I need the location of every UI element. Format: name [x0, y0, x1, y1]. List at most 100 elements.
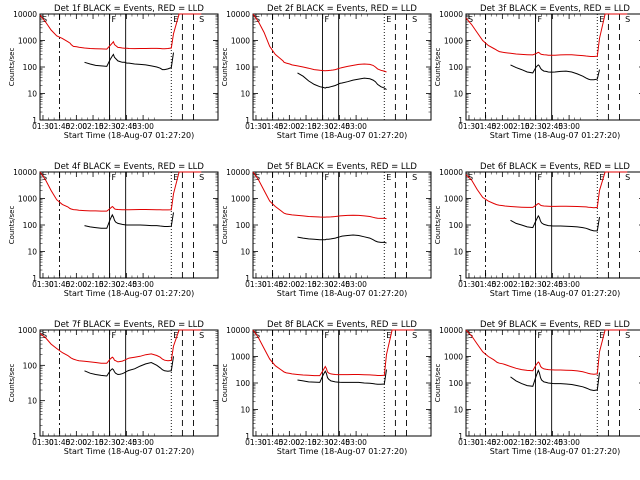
y-tick-label: 10000: [439, 10, 463, 19]
y-tick-label: 1000: [444, 353, 463, 362]
y-tick-label: 1000: [231, 195, 250, 204]
y-tick-label: 10000: [439, 326, 463, 335]
y-tick-label: 1: [458, 116, 463, 125]
y-tick-label: 10: [240, 90, 250, 99]
marker-label: F: [538, 15, 543, 24]
x-tick-label: 02:45: [116, 280, 138, 289]
y-tick-label: 10000: [13, 10, 37, 19]
x-tick-label: 02:15: [295, 438, 317, 447]
panel-1: Det 1f BLACK = Events, RED = LLD 1 10 100 10…: [8, 4, 219, 140]
plot-frame: [465, 171, 640, 279]
x-tick-label: 02:45: [542, 280, 564, 289]
series-events: [510, 64, 600, 81]
x-tick-label: 02:30: [525, 122, 547, 131]
marker-label: S: [468, 173, 473, 182]
x-axis-label: Start Time (18-Aug-07 01:27:20): [64, 131, 195, 140]
x-tick-label: 02:00: [492, 122, 514, 131]
y-tick-label: 10000: [439, 168, 463, 177]
x-tick-label: 03:00: [558, 122, 580, 131]
y-axis-label: Counts/sec: [8, 48, 16, 87]
series-lld: [465, 13, 628, 57]
x-tick-label: 01:30: [458, 122, 480, 131]
x-tick-label: 01:45: [262, 280, 284, 289]
y-tick-label: 1: [32, 274, 37, 283]
series-lld: [252, 13, 387, 73]
x-tick-label: 01:30: [32, 280, 54, 289]
x-tick-label: 02:15: [508, 438, 530, 447]
x-tick-label: 02:00: [279, 122, 301, 131]
marker-label: F: [325, 331, 330, 340]
marker-label: S: [468, 15, 473, 24]
x-axis-label: Start Time (18-Aug-07 01:27:20): [64, 447, 195, 456]
x-tick-label: 02:00: [492, 280, 514, 289]
y-tick-label: 10: [453, 248, 463, 257]
x-tick-label: 01:45: [475, 280, 497, 289]
marker-label: F: [325, 173, 330, 182]
y-tick-label: 100: [23, 221, 38, 230]
x-tick-label: 03:00: [558, 438, 580, 447]
x-tick-label: 01:30: [245, 122, 267, 131]
x-axis-label: Start Time (18-Aug-07 01:27:20): [490, 447, 621, 456]
series-events: [84, 52, 174, 71]
x-tick-label: 02:45: [542, 122, 564, 131]
y-tick-label: 100: [236, 221, 251, 230]
y-axis-label: Counts/sec: [221, 206, 229, 245]
x-tick-label: 02:30: [312, 438, 334, 447]
x-axis-label: Start Time (18-Aug-07 01:27:20): [277, 289, 408, 298]
series-lld: [39, 13, 202, 50]
panel-title: Det 7f BLACK = Events, RED = LLD: [54, 320, 204, 330]
y-tick-label: 100: [449, 63, 464, 72]
panel-title: Det 4f BLACK = Events, RED = LLD: [54, 162, 204, 172]
y-axis-label: Counts/sec: [8, 364, 16, 403]
marker-label: S: [412, 331, 417, 340]
y-tick-label: 100: [449, 379, 464, 388]
series-events: [84, 356, 174, 377]
x-tick-label: 03:00: [345, 280, 367, 289]
marker-label: F: [538, 331, 543, 340]
marker-label: S: [199, 331, 204, 340]
x-tick-label: 03:00: [132, 280, 154, 289]
y-tick-label: 1: [245, 116, 250, 125]
marker-label: F: [112, 173, 117, 182]
y-tick-label: 10: [453, 90, 463, 99]
x-tick-label: 03:00: [132, 438, 154, 447]
series-events: [510, 214, 600, 232]
y-axis-label: Counts/sec: [221, 48, 229, 87]
panel-4: Det 4f BLACK = Events, RED = LLD 1 10 100 10…: [8, 162, 219, 298]
y-axis-label: Counts/sec: [434, 206, 442, 245]
y-tick-label: 100: [236, 63, 251, 72]
panel-title: Det 9f BLACK = Events, RED = LLD: [480, 320, 630, 330]
panel-title: Det 5f BLACK = Events, RED = LLD: [267, 162, 417, 172]
y-tick-label: 1: [32, 432, 37, 441]
y-tick-label: 1000: [18, 37, 37, 46]
y-tick-label: 100: [23, 63, 38, 72]
x-tick-label: 02:15: [82, 280, 104, 289]
y-tick-label: 10000: [13, 168, 37, 177]
x-tick-label: 02:15: [82, 122, 104, 131]
x-tick-label: 02:45: [329, 122, 351, 131]
panel-5: Det 5f BLACK = Events, RED = LLD 1 10 100 10…: [221, 162, 432, 298]
x-tick-label: 01:30: [32, 122, 54, 131]
x-tick-label: 02:30: [99, 438, 121, 447]
plot-frame: [39, 13, 219, 121]
y-tick-label: 100: [23, 361, 38, 370]
panel-title: Det 6f BLACK = Events, RED = LLD: [480, 162, 630, 172]
marker-label: S: [625, 173, 630, 182]
x-tick-label: 03:00: [558, 280, 580, 289]
x-tick-label: 02:00: [66, 280, 88, 289]
x-tick-label: 02:15: [508, 280, 530, 289]
x-tick-label: 01:45: [49, 280, 71, 289]
y-tick-label: 10: [27, 90, 37, 99]
plot-frame: [252, 13, 432, 121]
marker-label: S: [255, 173, 260, 182]
x-axis-label: Start Time (18-Aug-07 01:27:20): [277, 447, 408, 456]
x-tick-label: 02:00: [279, 280, 301, 289]
panel-6: Det 6f BLACK = Events, RED = LLD 1 10 100 10…: [434, 162, 640, 298]
panel-8: Det 8f BLACK = Events, RED = LLD 1 10 100 10…: [221, 320, 432, 456]
y-tick-label: 1: [245, 274, 250, 283]
series-events: [297, 234, 387, 244]
series-events: [510, 369, 600, 392]
marker-label: S: [199, 173, 204, 182]
x-tick-label: 02:15: [295, 122, 317, 131]
x-tick-label: 02:30: [312, 122, 334, 131]
